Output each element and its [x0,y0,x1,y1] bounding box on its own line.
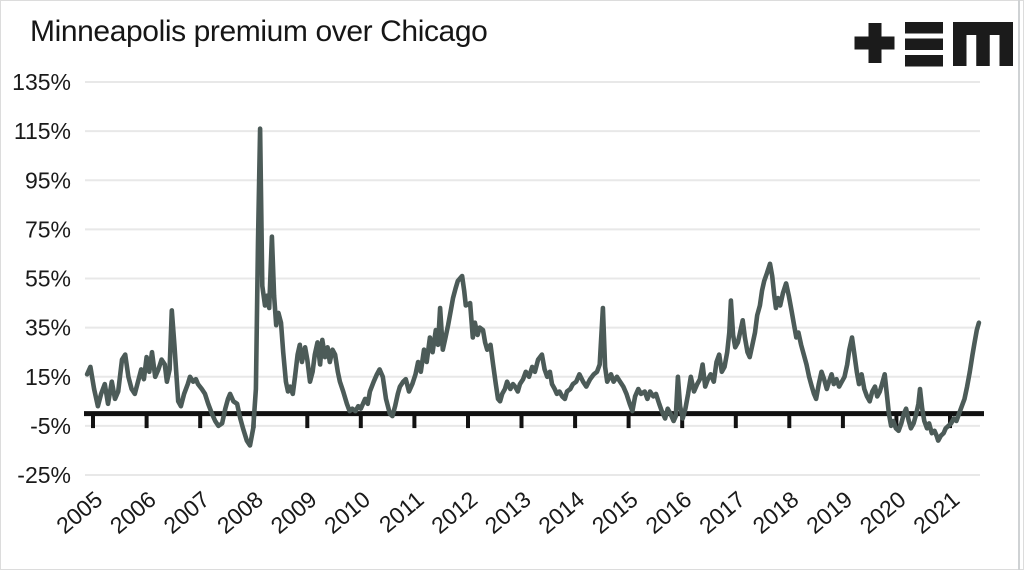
y-tick-label: -25% [17,462,71,488]
x-tick-label: 2005 [51,486,107,539]
y-tick-label: 115% [14,118,71,144]
x-tick-label: 2009 [266,486,322,539]
y-tick-label: 75% [25,216,71,242]
plus-icon [854,23,895,63]
x-tick-label: 2007 [159,486,215,539]
x-tick-label: 2016 [641,486,697,539]
chart-title: Minneapolis premium over Chicago [30,15,488,48]
x-tick-label: 2021 [908,486,964,539]
x-tick-label: 2013 [480,486,536,539]
y-tick-label: -5% [30,413,71,439]
x-tick-label: 2006 [105,486,161,539]
x-tick-label: 2015 [587,486,643,539]
tem-logo-graphic [854,22,1013,67]
premium-line [84,126,982,448]
x-tick-label: 2018 [748,486,804,539]
x-tick-label: 2008 [212,486,268,539]
x-tick-label: 2010 [319,486,375,539]
x-tick-label: 2017 [694,486,750,539]
tem-logo [854,21,1014,67]
m-glyph-icon [953,22,1013,66]
y-tick-label: 35% [25,315,71,341]
x-tick-label: 2014 [533,486,589,539]
x-tick-label: 2012 [426,486,482,539]
y-tick-label: 55% [25,266,71,292]
x-tick-label: 2011 [374,486,429,538]
triple-bar-icon [905,22,943,67]
x-tick-label: 2020 [855,486,911,539]
window-right-border [1018,0,1020,570]
y-tick-label: 95% [25,167,71,193]
x-tick-label: 2019 [801,486,857,539]
y-tick-label: 15% [25,364,71,390]
y-tick-label: 135% [12,69,71,95]
